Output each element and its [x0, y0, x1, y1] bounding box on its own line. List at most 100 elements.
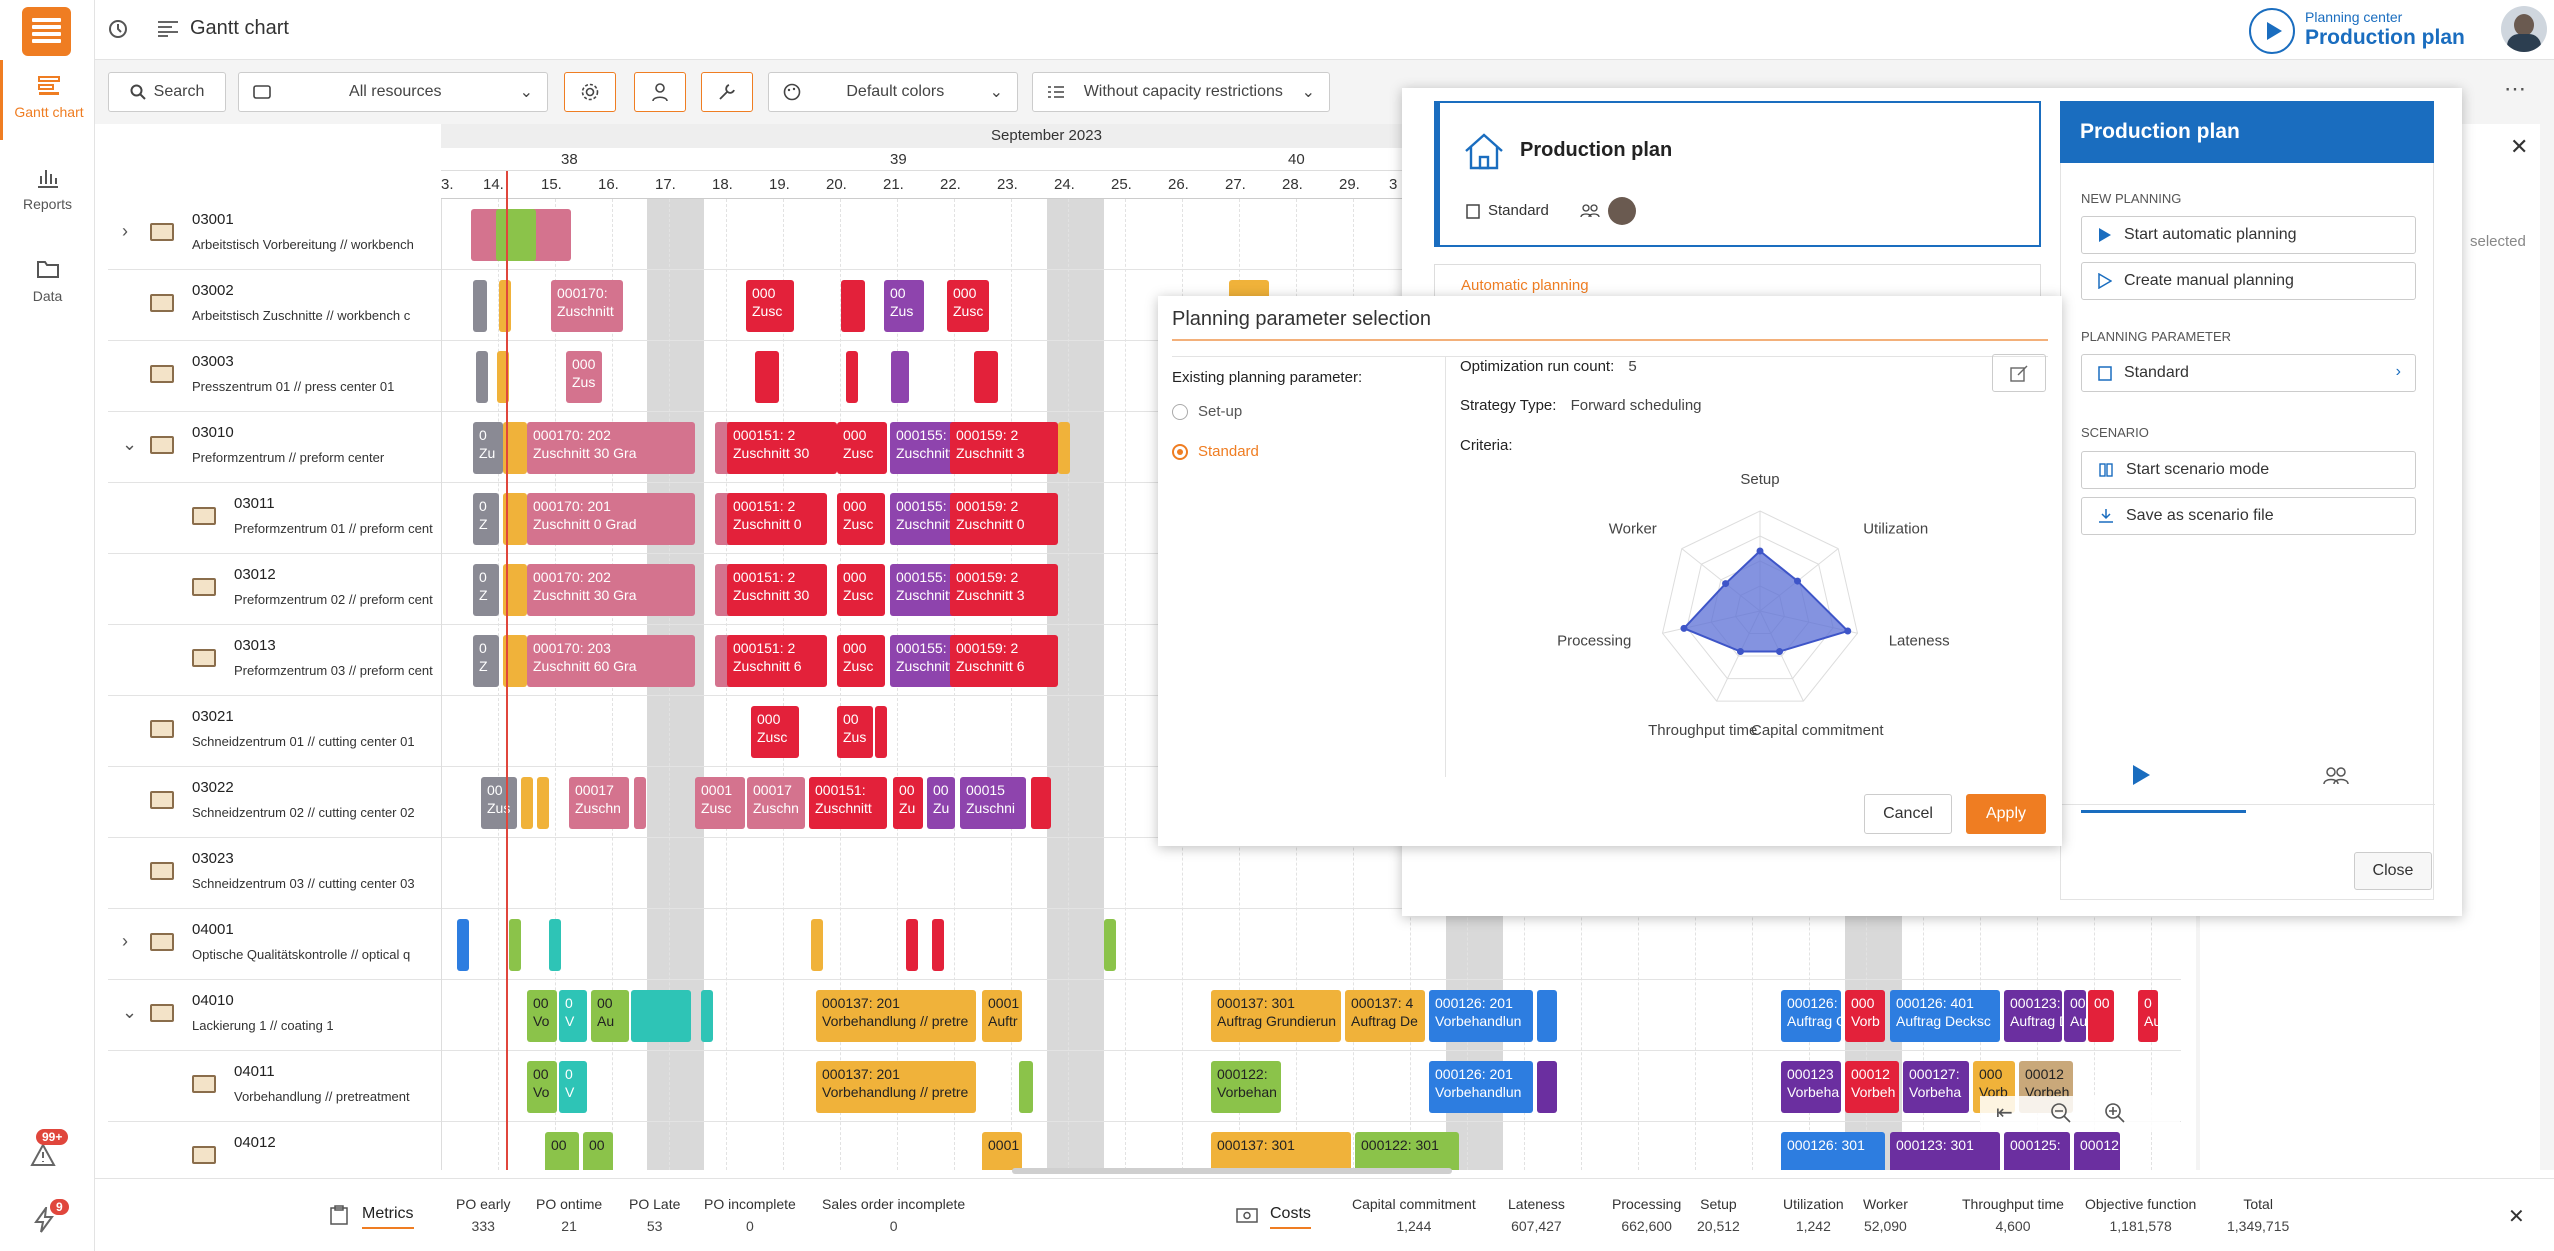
task-bar[interactable]: 000151: 2 Zuschnitt 6	[727, 635, 827, 687]
planning-parameter-select[interactable]: Standard ›	[2081, 354, 2416, 392]
resource-row[interactable]: 03023 Schneidzentrum 03 // cutting center…	[108, 838, 2181, 909]
cancel-button[interactable]: Cancel	[1864, 794, 1952, 834]
resource-row[interactable]: 03012 Preformzentrum 02 // preform cent	[108, 554, 2181, 625]
task-bar[interactable]: 00 Au	[591, 990, 629, 1042]
task-bar[interactable]: 000 Zusc	[837, 493, 885, 545]
task-bar[interactable]: 0 Au	[2138, 990, 2158, 1042]
metrics-tab[interactable]: Metrics	[362, 1205, 414, 1229]
task-bar[interactable]: 000 Zusc	[837, 564, 885, 616]
task-bar[interactable]: 000 Vorb	[1845, 990, 1885, 1042]
task-bar[interactable]	[634, 777, 646, 829]
resource-row[interactable]: ⌄ 03010 Preformzentrum // preform center	[108, 412, 2181, 483]
resource-row[interactable]: › 03001 Arbeitstisch Vorbereitung // workb…	[108, 199, 2181, 270]
task-bar[interactable]: 00 Zus	[884, 280, 924, 332]
task-bar[interactable]: 00 Zus	[837, 706, 873, 758]
expand-icon[interactable]: ›	[122, 221, 128, 241]
task-bar[interactable]	[846, 351, 858, 403]
task-bar[interactable]: 000137: 301 Auftrag Grundierun	[1211, 990, 1341, 1042]
resource-row[interactable]: 03021 Schneidzentrum 01 // cutting center…	[108, 696, 2181, 767]
task-bar[interactable]	[1058, 422, 1070, 474]
task-bar[interactable]: 000123: 301	[1890, 1132, 2000, 1170]
task-bar[interactable]	[755, 351, 779, 403]
task-bar[interactable]: 000126: 201 Vorbehandlun	[1429, 1061, 1533, 1113]
task-bar[interactable]: 000126: 301	[1781, 1132, 1885, 1170]
task-bar[interactable]: 000170: 202 Zuschnitt 30 Gra	[527, 422, 695, 474]
task-bar[interactable]: 00012	[2074, 1132, 2120, 1170]
drawer-close-icon[interactable]: ✕	[2510, 134, 2529, 159]
param-option-standard[interactable]: Standard	[1172, 443, 1259, 460]
task-bar[interactable]	[509, 919, 521, 971]
team-tab-icon[interactable]	[2323, 767, 2349, 785]
nav-gantt-chart[interactable]: Gantt chart	[0, 60, 95, 140]
task-bar[interactable]: 000 Zusc	[837, 635, 885, 687]
task-bar[interactable]: 00017 Zuschn	[569, 777, 629, 829]
task-bar[interactable]: 00 Vo	[527, 1061, 557, 1113]
task-bar[interactable]: 000126: 401 Auftrag Decksc	[1890, 990, 2000, 1042]
task-bar[interactable]: 00	[545, 1132, 579, 1170]
user-avatar[interactable]	[2501, 6, 2547, 52]
task-bar[interactable]	[932, 919, 944, 971]
task-bar[interactable]: 00 Zus	[481, 777, 517, 829]
task-bar[interactable]: 000126: 201 Auftrag G	[1781, 990, 1841, 1042]
task-bar[interactable]	[875, 706, 887, 758]
resources-select[interactable]: All resources ⌄	[238, 72, 548, 112]
start-scenario-mode-button[interactable]: Start scenario mode	[2081, 451, 2416, 489]
task-bar[interactable]: 000159: 2 Zuschnitt 3	[950, 422, 1058, 474]
play-tab-icon[interactable]	[2131, 764, 2151, 786]
task-bar[interactable]	[906, 919, 918, 971]
task-bar[interactable]: 0 Zu	[473, 422, 503, 474]
task-bar[interactable]: 000137: 201 Vorbehandlung // pretre	[816, 1061, 976, 1113]
task-bar[interactable]	[1537, 1061, 1557, 1113]
task-bar[interactable]: 0001	[982, 1132, 1022, 1170]
task-bar[interactable]	[521, 777, 533, 829]
task-bar[interactable]: 000137: 4 Auftrag De	[1345, 990, 1425, 1042]
events-button[interactable]: 9	[34, 1199, 69, 1238]
task-bar[interactable]: 000122: Vorbehan	[1211, 1061, 1281, 1113]
task-bar[interactable]	[841, 280, 865, 332]
task-bar[interactable]: 000 Zus	[566, 351, 602, 403]
task-bar[interactable]: 0001 Zusc	[695, 777, 745, 829]
task-bar[interactable]: 000170: 203 Zuschnitt 60 Gra	[527, 635, 695, 687]
resource-row[interactable]: 03013 Preformzentrum 03 // preform cent	[108, 625, 2181, 696]
fit-left-icon[interactable]: ⇤	[1996, 1102, 2013, 1124]
task-bar[interactable]: 000170: Zuschnitt	[551, 280, 623, 332]
start-automatic-planning-button[interactable]: Start automatic planning	[2081, 216, 2416, 254]
collapse-icon[interactable]: ⌄	[122, 434, 138, 454]
task-bar[interactable]	[549, 919, 561, 971]
user-filter-button[interactable]	[634, 72, 686, 112]
task-bar[interactable]: 000 Zusc	[947, 280, 989, 332]
task-bar[interactable]: 00 Vo	[527, 990, 557, 1042]
resource-row[interactable]: 03002 Arbeitstisch Zuschnitte // workbenc…	[108, 270, 2181, 341]
resource-row[interactable]: › 04001 Optische Qualitätskontrolle // opt…	[108, 909, 2181, 980]
task-bar[interactable]: 00 Zu	[927, 777, 955, 829]
task-bar[interactable]	[891, 351, 909, 403]
task-bar[interactable]: 000125:	[2004, 1132, 2070, 1170]
planning-center-title[interactable]: Production plan	[2305, 26, 2465, 49]
edit-parameter-button[interactable]	[1992, 354, 2046, 392]
task-bar[interactable]	[974, 351, 998, 403]
expand-icon[interactable]: ›	[122, 931, 128, 951]
task-bar[interactable]: 000 Zusc	[837, 422, 887, 474]
resource-row[interactable]: 04011 Vorbehandlung // pretreatment	[108, 1051, 2181, 1122]
task-bar[interactable]: 000170: 201 Zuschnitt 0 Grad	[527, 493, 695, 545]
task-bar[interactable]	[1104, 919, 1116, 971]
resource-row[interactable]: 03022 Schneidzentrum 02 // cutting center…	[108, 767, 2181, 838]
task-bar[interactable]: 00	[2088, 990, 2114, 1042]
app-logo[interactable]	[22, 7, 71, 56]
task-bar[interactable]: 00012 Vorbeh	[1845, 1061, 1899, 1113]
task-bar[interactable]: 000159: 2 Zuschnitt 0	[950, 493, 1058, 545]
scrollbar-thumb[interactable]	[1012, 1168, 1452, 1174]
task-bar[interactable]: 00015 Zuschni	[960, 777, 1026, 829]
task-bar[interactable]: 000155: Zuschnitt	[890, 493, 970, 545]
footer-close-icon[interactable]: ✕	[2508, 1206, 2525, 1228]
resource-row[interactable]: 03011 Preformzentrum 01 // preform cent	[108, 483, 2181, 554]
task-bar[interactable]	[496, 209, 536, 261]
colors-select[interactable]: Default colors ⌄	[768, 72, 1018, 112]
task-bar[interactable]: 000151: 2 Zuschnitt 30	[727, 422, 837, 474]
close-button[interactable]: Close	[2354, 852, 2432, 890]
task-bar[interactable]: 00 Zu	[893, 777, 923, 829]
resource-row[interactable]: ⌄ 04010 Lackierung 1 // coating 1	[108, 980, 2181, 1051]
task-bar[interactable]: 0001 Auftr	[982, 990, 1022, 1042]
